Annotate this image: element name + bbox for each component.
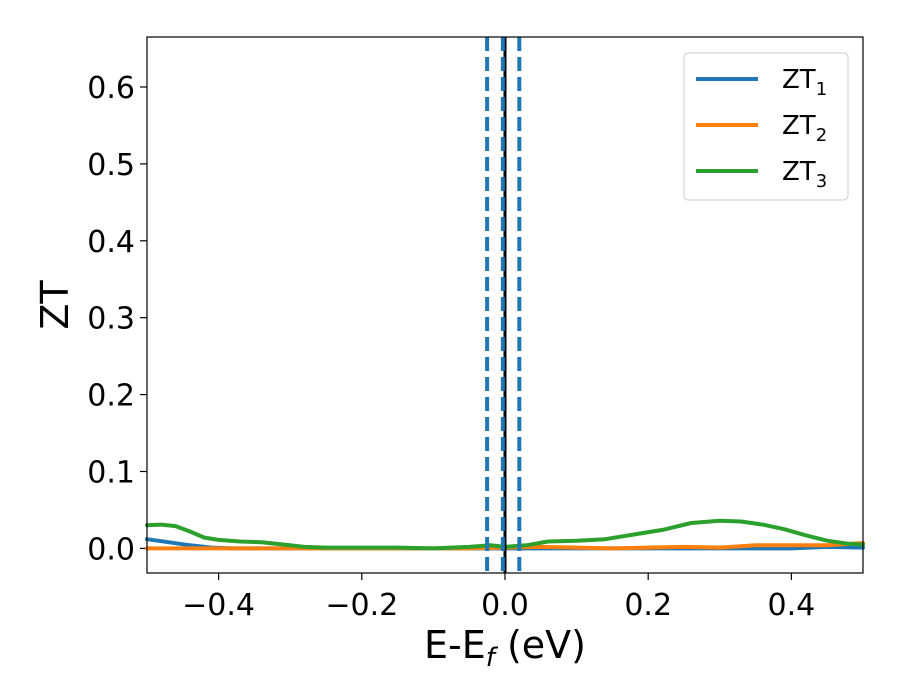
series-line-zt2 [145,541,865,551]
x-tick-label: −0.4 [182,588,255,623]
x-tick-label: 0.0 [481,588,529,623]
x-tick-label: 0.2 [624,588,672,623]
legend-label: ZT2 [782,111,827,146]
legend: ZT1 ZT2 ZT3 [683,52,849,201]
y-tick-label: 0.1 [87,455,135,490]
reference-lines [485,37,522,573]
legend-item-zt1: ZT1 [696,65,827,100]
legend-label: ZT1 [782,65,827,100]
x-tick-label: 0.4 [768,588,816,623]
plot-frame [146,36,864,574]
y-tick-label: 0.4 [87,225,135,260]
y-tick-label: 0.2 [87,379,135,414]
x-axis-label-unit: (eV) [495,623,586,667]
x-axis-label: E-Ef (eV) [424,623,586,673]
x-ticks: −0.4 −0.2 0.0 0.2 0.4 [182,573,815,623]
series-line-zt3 [145,518,865,551]
plot-lines [145,518,865,551]
y-tick-label: 0.5 [87,148,135,183]
legend-label: ZT3 [782,157,827,192]
y-axis-label: ZT [33,280,77,330]
legend-items: ZT1 ZT2 ZT3 [696,65,827,192]
x-tick-label: −0.2 [325,588,398,623]
y-tick-label: 0.6 [87,71,135,106]
y-tick-label: 0.3 [87,302,135,337]
legend-item-zt2: ZT2 [696,111,827,146]
legend-box [683,52,849,201]
x-axis-label-main: E-E [424,623,486,667]
y-tick-label: 0.0 [87,532,135,567]
y-ticks: 0.0 0.1 0.2 0.3 0.4 0.5 0.6 [87,71,147,567]
legend-item-zt3: ZT3 [696,157,827,192]
